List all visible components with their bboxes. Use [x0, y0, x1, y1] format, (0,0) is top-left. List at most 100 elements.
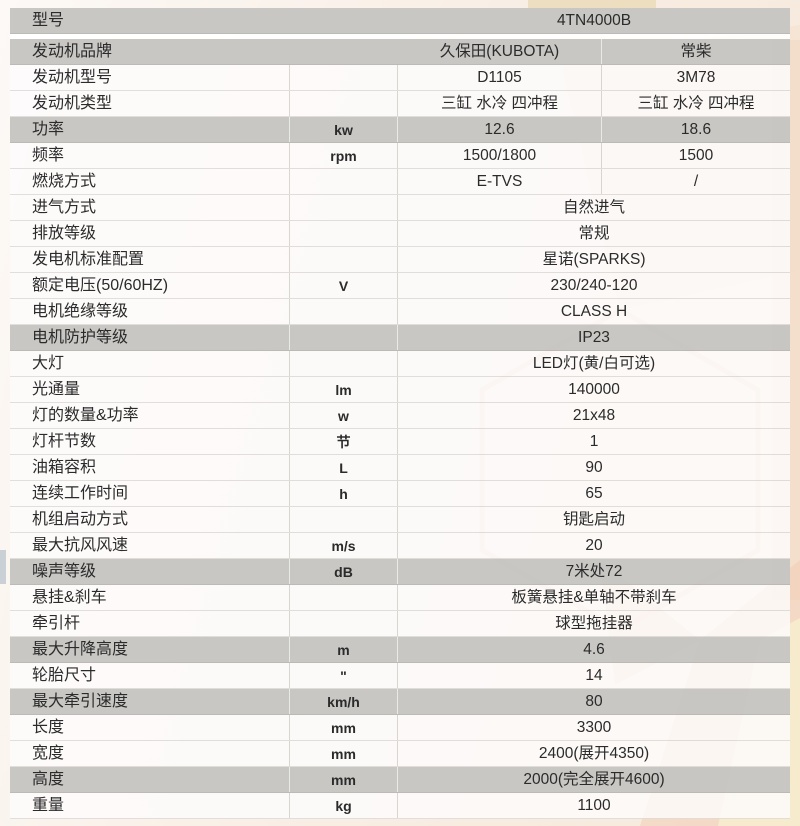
spec-row-label: 额定电压(50/60HZ): [10, 273, 290, 298]
spec-row: 最大牵引速度 km/h 80: [10, 689, 790, 715]
spec-row-value: 星诺(SPARKS): [542, 250, 646, 268]
spec-row: 燃烧方式 E-TVS /: [10, 169, 790, 195]
spec-row-label: 牵引杆: [10, 611, 290, 636]
spec-row-unit: 节: [290, 429, 398, 454]
spec-row-value: 230/240-120: [550, 276, 638, 294]
spec-row-label: 频率: [10, 143, 290, 168]
spec-row-unit: ": [290, 663, 398, 688]
spec-row-unit: [290, 91, 398, 116]
spec-row-label: 悬挂&刹车: [10, 585, 290, 610]
spec-row-label: 最大升降高度: [10, 637, 290, 662]
spec-row-unit: [290, 507, 398, 532]
spec-row: 型号 4TN4000B: [10, 8, 790, 34]
spec-row: 悬挂&刹车 板簧悬挂&单轴不带刹车: [10, 585, 790, 611]
spec-row-value: 21x48: [572, 406, 616, 424]
spec-row-value: 90: [585, 458, 603, 476]
spec-row-value: 钥匙启动: [562, 510, 625, 528]
left-edge-blue-sliver: [0, 550, 6, 584]
spec-row: 大灯 LED灯(黄/白可选): [10, 351, 790, 377]
spec-row-value-2: 三缸 水冷 四冲程: [637, 94, 755, 112]
spec-row: 频率 rpm 1500/1800 1500: [10, 143, 790, 169]
spec-row-label: 连续工作时间: [10, 481, 290, 506]
spec-row-unit: [290, 351, 398, 376]
spec-row-unit: [290, 585, 398, 610]
spec-row: 油箱容积 L 90: [10, 455, 790, 481]
spec-row-unit: kg: [290, 793, 398, 818]
spec-row-value: 2400(展开4350): [538, 744, 650, 762]
spec-row-unit: dB: [290, 559, 398, 584]
spec-row-label: 燃烧方式: [10, 169, 290, 194]
spec-row: 最大抗风风速 m/s 20: [10, 533, 790, 559]
spec-row-value: 14: [585, 666, 603, 684]
spec-row-label: 噪声等级: [10, 559, 290, 584]
spec-row-label: 轮胎尺寸: [10, 663, 290, 688]
spec-row-label: 进气方式: [10, 195, 290, 220]
spec-row-unit: km/h: [290, 689, 398, 714]
spec-row-value: 球型拖挂器: [555, 614, 633, 632]
spec-row-value: 1500/1800: [398, 143, 602, 168]
spec-row-unit: lm: [290, 377, 398, 402]
spec-row: 机组启动方式 钥匙启动: [10, 507, 790, 533]
spec-row-value: 板簧悬挂&单轴不带刹车: [511, 588, 677, 606]
spec-row-value: 4TN4000B: [556, 11, 632, 29]
spec-row-value: IP23: [578, 328, 610, 346]
spec-row-unit: h: [290, 481, 398, 506]
spec-row: 发动机类型 三缸 水冷 四冲程 三缸 水冷 四冲程: [10, 91, 790, 117]
spec-row-value: LED灯(黄/白可选): [532, 354, 656, 372]
spec-row-label: 油箱容积: [10, 455, 290, 480]
spec-row: 牵引杆 球型拖挂器: [10, 611, 790, 637]
spec-row-value: 4.6: [583, 640, 605, 658]
spec-row-value: 7米处72: [565, 562, 623, 580]
spec-row-unit: [290, 247, 398, 272]
spec-row-label: 功率: [10, 117, 290, 142]
spec-row: 最大升降高度 m 4.6: [10, 637, 790, 663]
spec-row: 发动机型号 D1105 3M78: [10, 65, 790, 91]
spec-row: 发动机品牌 久保田(KUBOTA) 常柴: [10, 39, 790, 65]
spec-row: 宽度 mm 2400(展开4350): [10, 741, 790, 767]
spec-row: 灯杆节数 节 1: [10, 429, 790, 455]
spec-row-unit: m: [290, 637, 398, 662]
spec-row-label: 电机防护等级: [10, 325, 290, 350]
spec-row: 光通量 lm 140000: [10, 377, 790, 403]
spec-row: 长度 mm 3300: [10, 715, 790, 741]
spec-row: 连续工作时间 h 65: [10, 481, 790, 507]
spec-row-label: 宽度: [10, 741, 290, 766]
spec-row-label: 发电机标准配置: [10, 247, 290, 272]
spec-row-unit: [290, 169, 398, 194]
spec-row-label: 电机绝缘等级: [10, 299, 290, 324]
spec-row-value-2: 3M78: [676, 68, 716, 86]
spec-row-value: 1100: [577, 796, 611, 814]
spec-row-label: 发动机类型: [10, 91, 290, 116]
spec-row-label: 发动机型号: [10, 65, 290, 90]
spec-row-label: 机组启动方式: [10, 507, 290, 532]
spec-row-value: 140000: [568, 380, 620, 398]
spec-row-label: 大灯: [10, 351, 290, 376]
spec-row-value: 20: [585, 536, 603, 554]
spec-row-label: 最大抗风风速: [10, 533, 290, 558]
spec-row-unit: [290, 611, 398, 636]
spec-row-unit: [290, 8, 398, 33]
spec-row: 轮胎尺寸 " 14: [10, 663, 790, 689]
spec-row: 发电机标准配置 星诺(SPARKS): [10, 247, 790, 273]
spec-table: 型号 4TN4000B 发动机品牌 久保田(KUBOTA) 常柴 发动机型号 D…: [10, 8, 790, 819]
spec-row: 重量 kg 1100: [10, 793, 790, 819]
spec-row: 电机防护等级 IP23: [10, 325, 790, 351]
spec-row-value: 3300: [576, 718, 612, 736]
spec-row-value: 三缸 水冷 四冲程: [398, 91, 602, 116]
spec-row-unit: [290, 39, 398, 64]
spec-row-unit: [290, 299, 398, 324]
spec-row-value: 12.6: [398, 117, 602, 142]
spec-row-value: 常规: [578, 224, 610, 242]
spec-row-unit: w: [290, 403, 398, 428]
spec-row-label: 重量: [10, 793, 290, 818]
spec-row-unit: L: [290, 455, 398, 480]
spec-row-label: 发动机品牌: [32, 42, 113, 60]
top-yellow-strip: [528, 0, 656, 8]
spec-row-label: 灯杆节数: [10, 429, 290, 454]
spec-row-value-2: /: [693, 172, 699, 190]
spec-row-label: 灯的数量&功率: [10, 403, 290, 428]
spec-row-value: 自然进气: [562, 198, 625, 216]
spec-row-unit: mm: [290, 741, 398, 766]
spec-row-value: 80: [585, 692, 603, 710]
